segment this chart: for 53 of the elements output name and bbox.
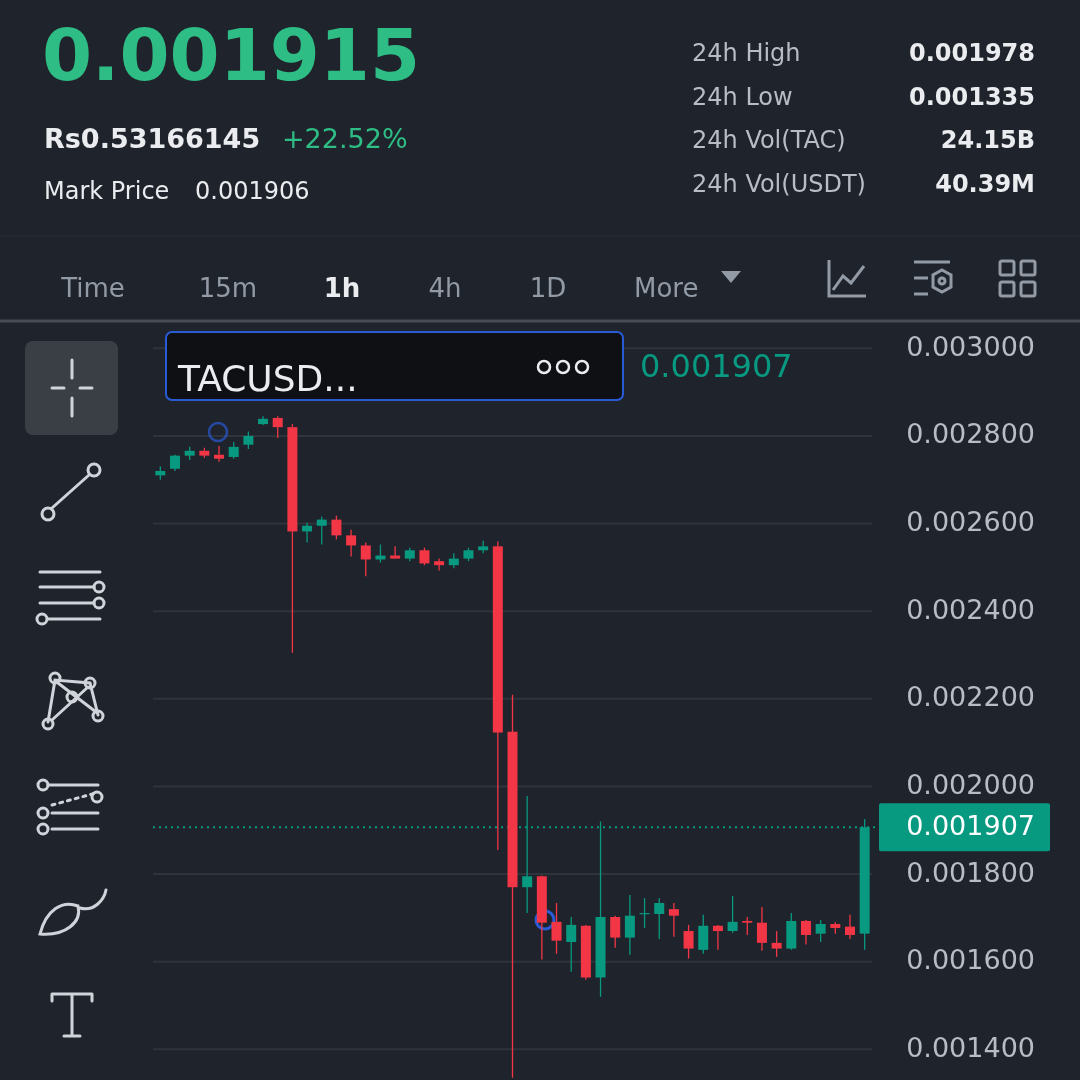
candlestick (610, 915, 621, 949)
text: Mark Price (44, 177, 170, 205)
text: 0.001978 (908, 39, 1035, 67)
y-tick-label: 0.002600 (906, 506, 1035, 538)
text: 24h Low (692, 83, 793, 111)
text: 1h (323, 272, 361, 303)
text: 4h (428, 272, 462, 303)
text: Rs0.53166145 (44, 122, 261, 154)
annotation: 0.001907 (640, 347, 793, 385)
y-tick-label: 0.001400 (906, 1031, 1035, 1063)
y-tick-label: 0.002800 (906, 418, 1035, 450)
candlestick (624, 894, 635, 956)
y-tick-label: 0.002000 (906, 768, 1035, 800)
text: 15m (198, 272, 258, 303)
text: 24h Vol(TAC) (692, 126, 846, 154)
y-tick-label: 0.002400 (906, 593, 1035, 625)
text: 24h High (692, 39, 801, 67)
text: More (634, 272, 699, 303)
text: 0.001906 (195, 177, 310, 205)
text: 24h Vol(USDT) (692, 170, 866, 198)
candlestick (346, 529, 357, 558)
candlestick (844, 914, 855, 940)
candlestick (756, 906, 767, 952)
candlestick (316, 515, 327, 546)
candlestick (272, 415, 283, 439)
text: Time (60, 272, 125, 303)
ref-line-label: 0.001907 (906, 809, 1035, 841)
candlestick (668, 902, 679, 938)
candlestick (800, 919, 811, 946)
candlestick (551, 902, 562, 955)
candlestick (683, 924, 694, 960)
y-tick-label: 0.001600 (906, 944, 1035, 976)
y-tick-label: 0.003000 (906, 330, 1035, 362)
candlestick (815, 919, 826, 943)
text: 0.001335 (908, 83, 1035, 111)
candlestick (214, 445, 225, 463)
chart-title: 0.001915 (42, 13, 421, 97)
annotation: TACUSD... (177, 358, 358, 399)
candlestick (390, 545, 401, 560)
y-tick-label: 0.002200 (906, 681, 1035, 713)
candlestick (434, 557, 445, 572)
candlestick (771, 930, 782, 958)
text: 1D (529, 272, 567, 303)
candlestick (654, 897, 665, 940)
text: +22.52% (282, 122, 408, 154)
candlestick (712, 924, 723, 951)
candlestick (727, 895, 738, 934)
text: 40.39M (935, 170, 1035, 198)
candlestick (360, 541, 371, 577)
text: 24.15B (940, 126, 1035, 154)
candlestick (331, 515, 342, 540)
y-tick-label: 0.001800 (906, 856, 1035, 888)
candlestick (566, 916, 577, 973)
